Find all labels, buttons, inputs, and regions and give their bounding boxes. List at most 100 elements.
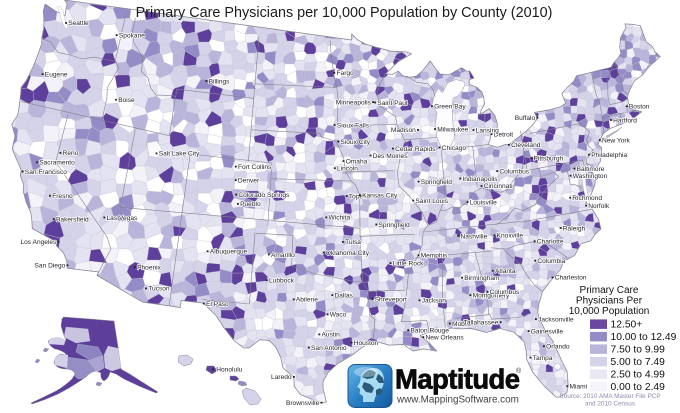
svg-text:5.00 to 7.49: 5.00 to 7.49	[611, 357, 666, 368]
svg-text:Gainesville: Gainesville	[531, 328, 564, 335]
svg-text:Tampa: Tampa	[533, 355, 553, 362]
svg-text:Lubbock: Lubbock	[269, 278, 295, 285]
svg-text:10,000 Population: 10,000 Population	[569, 306, 650, 317]
svg-text:10.00 to 12.49: 10.00 to 12.49	[611, 332, 677, 343]
svg-text:Orlando: Orlando	[546, 344, 570, 351]
svg-text:Lincoln: Lincoln	[337, 166, 358, 173]
svg-text:Source: 2010 AMA Master File P: Source: 2010 AMA Master File PCP	[559, 393, 660, 400]
svg-text:Eugene: Eugene	[45, 71, 68, 78]
svg-text:Sioux City: Sioux City	[340, 139, 370, 146]
svg-text:Louisville: Louisville	[470, 199, 497, 206]
svg-text:Albuquerque: Albuquerque	[210, 249, 248, 256]
svg-text:Charleston: Charleston	[555, 275, 587, 282]
svg-text:Madison: Madison	[391, 127, 416, 134]
svg-text:www.MappingSoftware.com: www.MappingSoftware.com	[396, 395, 519, 406]
svg-text:Columbus: Columbus	[499, 168, 529, 175]
svg-text:Honolulu: Honolulu	[216, 367, 242, 374]
svg-text:Spokane: Spokane	[119, 32, 145, 39]
svg-text:Baltimore: Baltimore	[577, 166, 605, 173]
svg-text:Baton Rouge: Baton Rouge	[410, 327, 449, 334]
svg-text:Raleigh: Raleigh	[563, 225, 586, 232]
svg-text:Kansas City: Kansas City	[362, 192, 398, 199]
svg-text:Denver: Denver	[238, 177, 260, 184]
svg-text:Richmond: Richmond	[572, 195, 602, 202]
svg-text:Pittsburgh: Pittsburgh	[534, 156, 564, 163]
svg-text:Dallas: Dallas	[335, 292, 354, 299]
svg-text:Saint Paul: Saint Paul	[377, 100, 408, 107]
svg-text:Minneapolis: Minneapolis	[336, 99, 372, 106]
svg-text:Tulsa: Tulsa	[345, 239, 361, 246]
svg-text:Tallahassee: Tallahassee	[464, 320, 499, 327]
svg-text:Brownsville: Brownsville	[286, 400, 320, 407]
svg-text:El Paso: El Paso	[206, 301, 229, 308]
svg-text:Green Bay: Green Bay	[434, 104, 466, 111]
svg-text:Springfield: Springfield	[379, 222, 410, 229]
svg-text:Wichita: Wichita	[329, 215, 351, 222]
svg-text:Columbus: Columbus	[490, 289, 520, 296]
svg-text:Memphis: Memphis	[421, 253, 448, 260]
svg-text:Jacksonville: Jacksonville	[538, 316, 574, 323]
svg-text:Abilene: Abilene	[296, 297, 318, 304]
svg-text:Buffalo: Buffalo	[515, 115, 536, 122]
svg-text:Saint Louis: Saint Louis	[415, 198, 448, 205]
svg-text:Las Vegas: Las Vegas	[107, 215, 138, 222]
svg-text:Sioux Falls: Sioux Falls	[337, 122, 370, 129]
svg-text:Birmingham: Birmingham	[464, 275, 500, 282]
svg-text:Fort Collins: Fort Collins	[238, 164, 272, 171]
svg-text:New Orleans: New Orleans	[426, 334, 465, 341]
svg-text:Reno: Reno	[63, 150, 79, 157]
svg-text:Montgomery: Montgomery	[473, 292, 510, 299]
svg-text:San Francisco: San Francisco	[25, 169, 67, 176]
svg-text:Columbia: Columbia	[537, 258, 565, 265]
svg-text:Colorado Springs: Colorado Springs	[238, 192, 290, 199]
svg-text:Mobile: Mobile	[452, 321, 472, 328]
svg-text:Little Rock: Little Rock	[393, 260, 424, 267]
svg-text:Oklahoma City: Oklahoma City	[326, 250, 370, 257]
svg-text:Austin: Austin	[322, 332, 341, 339]
svg-text:Tucson: Tucson	[148, 286, 170, 293]
svg-text:Waco: Waco	[330, 312, 347, 319]
svg-text:Pueblo: Pueblo	[240, 201, 261, 208]
svg-text:Phoenix: Phoenix	[137, 264, 162, 271]
svg-text:Washington: Washington	[573, 173, 608, 180]
svg-text:Hartford: Hartford	[613, 117, 637, 124]
svg-text:Fresno: Fresno	[52, 193, 73, 200]
svg-text:Shreveport: Shreveport	[375, 296, 407, 303]
svg-text:Springfield: Springfield	[421, 179, 452, 186]
svg-text:Bakersfield: Bakersfield	[56, 216, 89, 223]
svg-text:0.00 to 2.49: 0.00 to 2.49	[611, 382, 666, 393]
svg-text:San Diego: San Diego	[35, 263, 66, 270]
svg-text:Indianapolis: Indianapolis	[462, 176, 498, 183]
svg-text:Miami: Miami	[570, 384, 588, 391]
svg-text:Primary Care: Primary Care	[580, 285, 639, 296]
svg-text:Cincinnati: Cincinnati	[484, 183, 513, 190]
svg-text:Charlotte: Charlotte	[537, 239, 564, 246]
svg-text:Salt Lake City: Salt Lake City	[159, 151, 200, 158]
svg-text:Knoxville: Knoxville	[497, 233, 524, 240]
svg-text:Amarillo: Amarillo	[271, 252, 295, 259]
svg-text:Philadelphia: Philadelphia	[591, 152, 627, 159]
svg-text:Detroit: Detroit	[494, 131, 514, 138]
svg-text:San Antonio: San Antonio	[311, 345, 347, 352]
svg-text:New York: New York	[602, 137, 631, 144]
svg-text:Cleveland: Cleveland	[511, 142, 541, 149]
svg-text:Maptitude: Maptitude	[395, 364, 520, 395]
svg-text:Laredo: Laredo	[271, 374, 292, 381]
svg-text:7.50 to 9.99: 7.50 to 9.99	[611, 344, 666, 355]
svg-text:Physicians Per: Physicians Per	[576, 296, 643, 307]
svg-text:Sacramento: Sacramento	[39, 160, 75, 167]
svg-text:Omaha: Omaha	[346, 158, 368, 165]
svg-text:12.50+: 12.50+	[611, 319, 643, 330]
svg-text:Atlanta: Atlanta	[495, 268, 516, 275]
svg-text:2.50 to 4.99: 2.50 to 4.99	[611, 369, 666, 380]
svg-text:Des Moines: Des Moines	[373, 153, 409, 160]
svg-text:®: ®	[516, 367, 522, 375]
svg-text:Norfolk: Norfolk	[588, 203, 610, 210]
svg-text:Topeka: Topeka	[349, 193, 371, 200]
svg-text:Houston: Houston	[354, 340, 379, 347]
svg-text:Fargo: Fargo	[337, 70, 355, 77]
svg-text:Cedar Rapids: Cedar Rapids	[395, 146, 436, 153]
svg-text:Milwaukee: Milwaukee	[437, 126, 468, 133]
svg-text:Billings: Billings	[209, 78, 231, 85]
svg-text:Boise: Boise	[118, 97, 135, 104]
